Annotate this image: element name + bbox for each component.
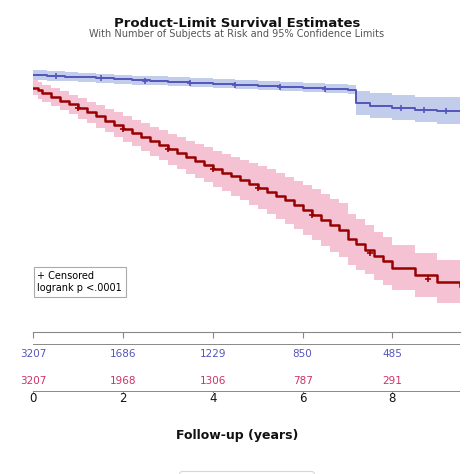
- Text: With Number of Subjects at Risk and 95% Confidence Limits: With Number of Subjects at Risk and 95% …: [90, 29, 384, 39]
- Text: 3207: 3207: [20, 375, 46, 386]
- Text: 850: 850: [293, 349, 312, 359]
- Text: 1229: 1229: [200, 349, 226, 359]
- Text: 1968: 1968: [110, 375, 136, 386]
- Text: 291: 291: [383, 375, 402, 386]
- Text: 787: 787: [292, 375, 312, 386]
- Text: 485: 485: [383, 349, 402, 359]
- Text: 0: 0: [29, 392, 37, 405]
- Text: 2: 2: [119, 392, 127, 405]
- Text: 8: 8: [389, 392, 396, 405]
- Text: Follow-up (years): Follow-up (years): [176, 429, 298, 442]
- Text: 6: 6: [299, 392, 306, 405]
- Text: 1686: 1686: [110, 349, 136, 359]
- Text: Product-Limit Survival Estimates: Product-Limit Survival Estimates: [114, 17, 360, 29]
- Text: 3207: 3207: [20, 349, 46, 359]
- Text: + Censored
logrank p <.0001: + Censored logrank p <.0001: [37, 271, 122, 293]
- Legend: No, Yes: No, Yes: [180, 472, 313, 474]
- Text: 4: 4: [209, 392, 217, 405]
- Text: 1306: 1306: [200, 375, 226, 386]
